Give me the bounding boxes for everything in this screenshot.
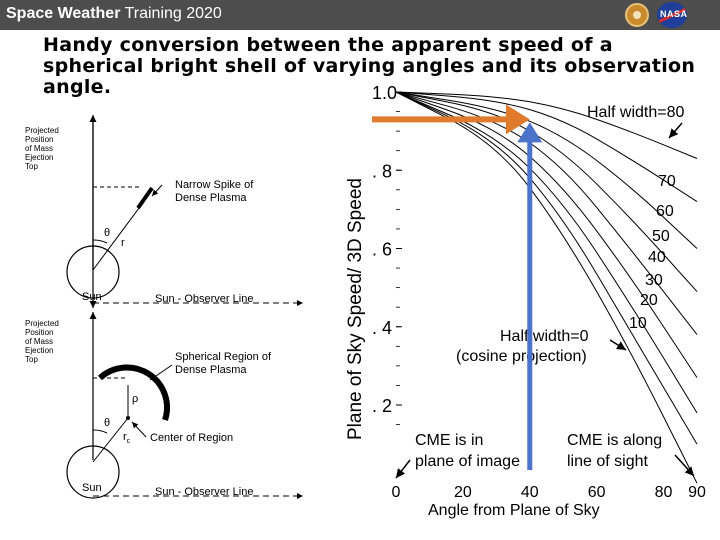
line-of-sight-label: CME is along line of sight bbox=[567, 432, 662, 470]
series-curve bbox=[395, 91, 698, 445]
curve-label-10: 10 bbox=[629, 315, 647, 332]
series-curve bbox=[395, 91, 698, 202]
rho-label: ρ bbox=[132, 393, 138, 405]
series-curve bbox=[395, 91, 698, 378]
plane-of-image-label: CME is in plane of image bbox=[415, 432, 520, 470]
curve-label-20: 20 bbox=[640, 292, 658, 309]
pointer-arrows bbox=[395, 122, 695, 479]
arrow-half-width-0 bbox=[609, 339, 627, 351]
narrow-spike-label: Narrow Spike of Dense Plasma bbox=[175, 179, 254, 204]
y-tick-label: 1.0 bbox=[372, 83, 397, 103]
bottom-diagram: Projected Position of Mass Ejection Top Sphe… bbox=[25, 312, 303, 499]
theta-label: θ bbox=[104, 227, 110, 239]
r-label: r bbox=[121, 237, 125, 249]
spherical-region-label: Spherical Region of Dense Plasma bbox=[175, 351, 272, 376]
curve-label-30: 30 bbox=[645, 272, 663, 289]
nasa-meatball-icon: NASA bbox=[657, 2, 687, 28]
x-tick-label: 20 bbox=[454, 484, 472, 501]
slide-header: Space Weather Training 2020 NASA bbox=[0, 0, 720, 30]
curve-label-70: 70 bbox=[658, 173, 676, 190]
cosine-projection-label: (cosine projection) bbox=[456, 348, 587, 365]
x-tick-label: 90 bbox=[688, 484, 706, 501]
observer-line-label: Sun - Observer Line bbox=[155, 293, 253, 305]
y-tick-label: . 2 bbox=[372, 396, 392, 416]
series-curve bbox=[395, 91, 698, 159]
y-tick-label: . 8 bbox=[372, 161, 392, 181]
series-curve bbox=[395, 91, 698, 292]
x-axis-label: Angle from Plane of Sky bbox=[428, 502, 600, 519]
y-axis-label: Plane of Sky Speed/ 3D Speed bbox=[345, 178, 366, 440]
curve-annotations: Half width=80 70 60 50 40 30 20 10 Half … bbox=[415, 104, 684, 470]
arrow-plane-of-image bbox=[395, 459, 411, 479]
curve-label-60: 60 bbox=[656, 203, 674, 220]
series-curve bbox=[395, 91, 698, 335]
x-tick-label: 80 bbox=[655, 484, 673, 501]
rc-label: rc bbox=[123, 431, 131, 445]
x-tick-label: 40 bbox=[521, 484, 539, 501]
header-title: Space Weather Training 2020 bbox=[6, 5, 222, 22]
x-tick-label: 60 bbox=[588, 484, 606, 501]
series-curve bbox=[395, 91, 698, 414]
y-tick-label: . 6 bbox=[372, 240, 392, 260]
sun-label: Sun bbox=[82, 291, 102, 303]
speed-ratio-chart: Plane of Sky Speed/ 3D Speed Angle from … bbox=[345, 83, 706, 519]
projected-position-label: Projected Position of Mass Ejection Top bbox=[25, 126, 59, 171]
observer-line-label-2: Sun - Observer Line bbox=[155, 486, 253, 498]
top-diagram: Projected Position of Mass Ejection Top Narr… bbox=[25, 115, 303, 308]
arrow-line-of-sight bbox=[674, 454, 695, 477]
slide-heading: Handy conversion between the apparent sp… bbox=[43, 34, 696, 98]
center-of-region-label: Center of Region bbox=[150, 432, 233, 444]
half-width-0-label: Half width=0 bbox=[500, 328, 589, 345]
curve-label-40: 40 bbox=[648, 249, 666, 266]
y-tick-label: . 4 bbox=[372, 318, 392, 338]
arrow-half-width-80 bbox=[668, 122, 683, 139]
circular-seal-icon bbox=[625, 3, 649, 27]
x-tick-label: 0 bbox=[392, 484, 401, 501]
series-curve bbox=[395, 91, 698, 249]
curve-label-50: 50 bbox=[652, 228, 670, 245]
half-width-80-label: Half width=80 bbox=[587, 104, 684, 121]
sun-label-2: Sun bbox=[82, 482, 102, 494]
theta-label-2: θ bbox=[104, 417, 110, 429]
projected-position-label-2: Projected Position of Mass Ejection Top bbox=[25, 319, 59, 364]
